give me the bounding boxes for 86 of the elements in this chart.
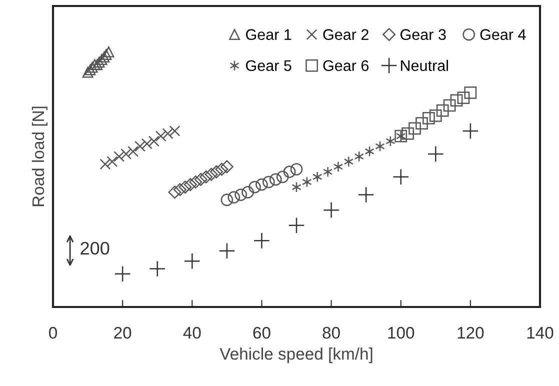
annotation: 200 (80, 242, 110, 255)
point (269, 173, 282, 186)
point (92, 59, 103, 70)
point (283, 166, 296, 178)
point (106, 156, 118, 168)
point (358, 186, 374, 204)
x-tick-label: 0 (49, 326, 57, 339)
point (323, 202, 340, 218)
x-tick-label: 80 (322, 326, 340, 339)
point (155, 130, 166, 142)
point (253, 232, 270, 249)
point (215, 162, 228, 176)
point (184, 252, 200, 270)
point (189, 175, 202, 189)
point (173, 183, 186, 196)
legend-label: Gear 3 (400, 29, 446, 40)
point (312, 171, 322, 182)
point (322, 166, 333, 178)
point (256, 178, 268, 191)
point (210, 165, 224, 178)
point (96, 54, 108, 66)
point (148, 136, 160, 147)
point (408, 122, 421, 135)
point (228, 191, 240, 204)
point (82, 66, 94, 78)
point (333, 161, 344, 172)
point (149, 260, 166, 277)
point (218, 242, 236, 260)
x-axis-title: Vehicle speed [km/h] (220, 348, 372, 364)
point (450, 94, 463, 107)
point (427, 146, 444, 162)
point (234, 188, 248, 201)
x-tick-label: 140 (527, 326, 554, 339)
point (200, 170, 213, 184)
y-axis-title: Road load [N] (32, 106, 48, 206)
point (290, 163, 303, 176)
legend-label: Neutral (401, 60, 448, 72)
point (128, 146, 138, 157)
x-tick-label: 120 (458, 326, 484, 339)
legend-label: Gear 4 (480, 29, 526, 40)
x-tick-label: 100 (388, 326, 414, 339)
point (464, 86, 477, 99)
point (162, 128, 174, 140)
point (288, 217, 305, 234)
x-tick-label: 40 (183, 326, 201, 339)
point (262, 176, 275, 188)
point (168, 186, 182, 199)
point (276, 170, 289, 184)
point (94, 56, 105, 68)
legend-label: Gear 1 (246, 29, 292, 40)
point (103, 46, 114, 58)
point (194, 172, 208, 186)
point (141, 138, 152, 150)
point (220, 194, 234, 206)
x-tick-label: 60 (253, 326, 270, 339)
x-tick-label: 20 (114, 326, 132, 339)
legend-label: Gear 6 (323, 60, 369, 72)
point (134, 140, 146, 152)
point (220, 160, 234, 174)
point (344, 156, 354, 168)
point (114, 266, 131, 282)
point (416, 117, 428, 130)
point (402, 127, 414, 140)
legend-label: Gear 5 (246, 60, 292, 72)
point (84, 64, 96, 76)
point (422, 112, 435, 124)
point (89, 59, 100, 70)
point (392, 168, 410, 186)
point (178, 180, 192, 194)
point (169, 126, 180, 136)
point (184, 178, 197, 192)
point (204, 168, 218, 181)
point (436, 104, 449, 117)
point (248, 180, 261, 194)
point (98, 52, 110, 63)
point (462, 122, 479, 140)
point (242, 186, 254, 198)
legend-label: Gear 2 (323, 29, 368, 40)
point (443, 99, 456, 112)
point (120, 148, 132, 160)
point (100, 158, 111, 170)
point (114, 151, 125, 162)
point (100, 48, 112, 60)
point (86, 62, 98, 73)
point (457, 92, 470, 104)
point (429, 110, 442, 122)
